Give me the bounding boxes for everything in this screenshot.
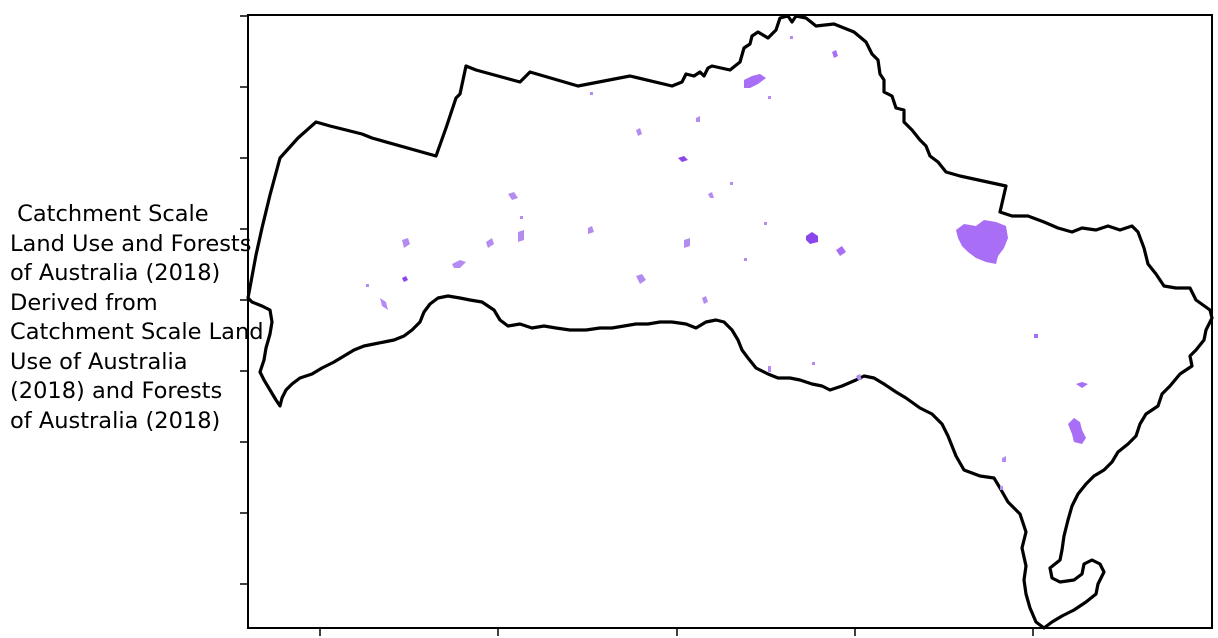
- forest-patch: [768, 96, 771, 99]
- forest-patch: [812, 362, 815, 365]
- forest-patch: [1034, 334, 1038, 338]
- forest-patch: [836, 246, 846, 256]
- forest-patch: [702, 296, 708, 304]
- forest-patch: [768, 366, 771, 372]
- forest-patches: [366, 36, 1088, 490]
- forest-patch: [684, 238, 690, 248]
- forest-patch: [1000, 486, 1003, 490]
- forest-patch: [708, 192, 714, 198]
- forest-patch: [744, 258, 747, 261]
- forest-patch: [518, 230, 524, 242]
- forest-patch: [806, 232, 818, 244]
- forest-patch: [744, 74, 766, 88]
- forest-patch: [696, 116, 700, 122]
- forest-patch: [588, 226, 594, 234]
- x-axis-ticks: [319, 628, 1034, 636]
- forest-patch: [1076, 382, 1088, 388]
- forest-patch: [508, 192, 518, 200]
- forest-patch: [1068, 418, 1086, 444]
- forest-patch: [590, 92, 593, 95]
- forest-patch: [402, 238, 410, 248]
- forest-patch: [764, 222, 767, 225]
- catchment-boundary: [246, 14, 1214, 630]
- forest-patch: [636, 128, 642, 136]
- forest-patch: [678, 156, 688, 162]
- forest-patch: [832, 50, 838, 58]
- y-axis-ticks: [240, 15, 248, 585]
- forest-patch: [366, 284, 369, 287]
- forest-patch: [730, 182, 733, 185]
- forest-patch: [380, 298, 388, 310]
- forest-patch-large: [956, 220, 1008, 264]
- forest-patch: [452, 260, 466, 268]
- forest-patch: [486, 238, 494, 248]
- forest-patch: [1002, 456, 1006, 462]
- forest-patch: [402, 276, 408, 282]
- map-frame: [247, 14, 1213, 629]
- map-layer-title: Catchment Scale Land Use and Forests of …: [10, 201, 264, 434]
- forest-patch: [636, 274, 646, 284]
- forest-patch: [790, 36, 793, 39]
- forest-patch: [520, 216, 523, 219]
- forest-patch: [856, 374, 862, 380]
